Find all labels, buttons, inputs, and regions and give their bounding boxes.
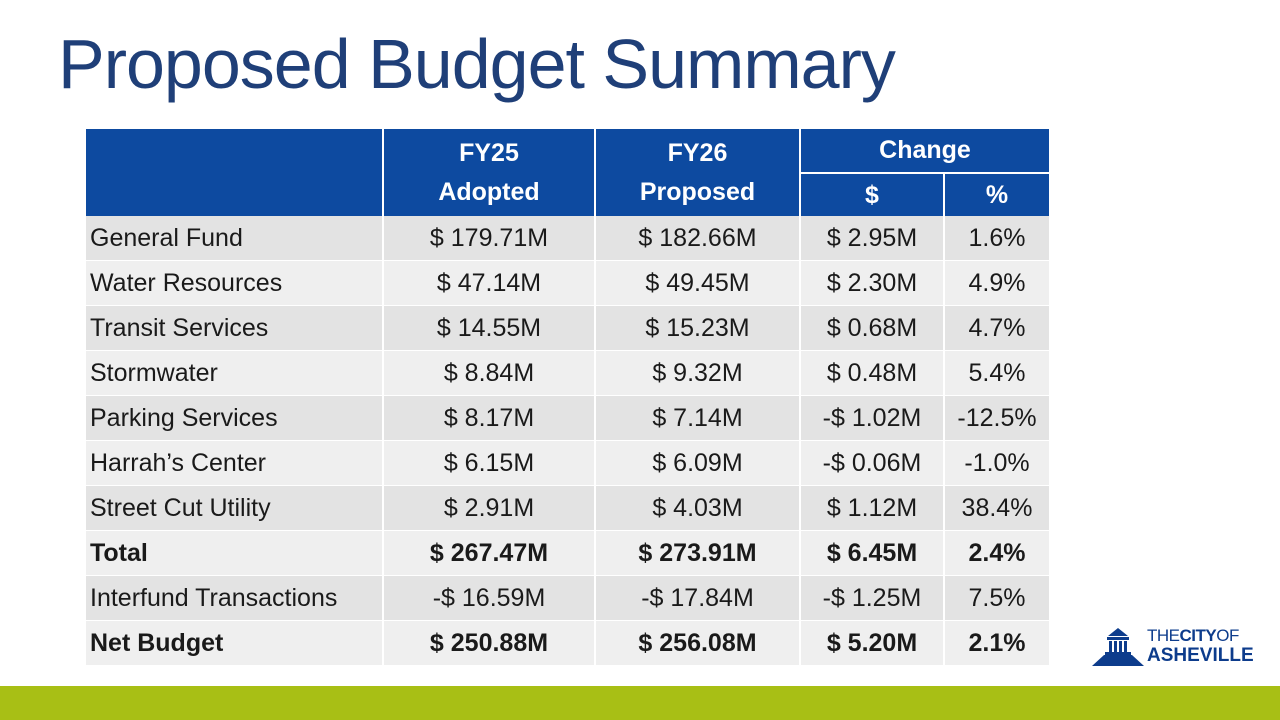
change-pct-value: 2.4% xyxy=(944,530,1049,576)
logo-of: OF xyxy=(1216,626,1239,645)
row-name: Transit Services xyxy=(86,305,384,351)
header-blank xyxy=(86,129,384,216)
row-name: Harrah’s Center xyxy=(86,440,384,486)
change-dollar-value: $ 2.95M xyxy=(800,216,945,261)
logo-city: CITY xyxy=(1179,626,1217,645)
fy26-value: $ 49.45M xyxy=(595,260,801,306)
budget-table: FY25 Adopted FY26 Proposed Change $ % Ge… xyxy=(86,129,1049,666)
row-name: Parking Services xyxy=(86,395,384,441)
header-fy25: FY25 Adopted xyxy=(383,129,596,216)
row-name: General Fund xyxy=(86,216,384,261)
table-row: Stormwater $ 8.84M $ 9.32M $ 0.48M 5.4% xyxy=(86,350,1049,396)
fy26-value: $ 256.08M xyxy=(595,620,801,666)
table-row: Transit Services $ 14.55M $ 15.23M $ 0.68M 4… xyxy=(86,305,1049,351)
table-row: Interfund Transactions -$ 16.59M -$ 17.84M… xyxy=(86,575,1049,621)
table-body: General Fund $ 179.71M $ 182.66M $ 2.95M 1.6… xyxy=(86,216,1049,666)
change-dollar-value: $ 2.30M xyxy=(800,260,945,306)
change-pct-value: -12.5% xyxy=(944,395,1049,441)
change-dollar-value: $ 0.48M xyxy=(800,350,945,396)
fy26-value: $ 182.66M xyxy=(595,216,801,261)
table-row: Harrah’s Center $ 6.15M $ 6.09M -$ 0.06M -1.… xyxy=(86,440,1049,486)
fy25-value: $ 47.14M xyxy=(383,260,596,306)
fy26-value: $ 9.32M xyxy=(595,350,801,396)
fy25-value: -$ 16.59M xyxy=(383,575,596,621)
fy25-value: $ 267.47M xyxy=(383,530,596,576)
header-fy25-line2: Adopted xyxy=(438,177,540,206)
header-fy26: FY26 Proposed xyxy=(595,129,801,216)
fy25-value: $ 8.17M xyxy=(383,395,596,441)
fy25-value: $ 2.91M xyxy=(383,485,596,531)
row-name: Stormwater xyxy=(86,350,384,396)
fy25-value: $ 179.71M xyxy=(383,216,596,261)
fy26-value: $ 15.23M xyxy=(595,305,801,351)
change-dollar-value: -$ 1.02M xyxy=(800,395,945,441)
change-dollar-value: -$ 1.25M xyxy=(800,575,945,621)
table-row: Water Resources $ 47.14M $ 49.45M $ 2.30M 4.… xyxy=(86,260,1049,306)
row-name: Water Resources xyxy=(86,260,384,306)
table-row: Parking Services $ 8.17M $ 7.14M -$ 1.02M -1… xyxy=(86,395,1049,441)
logo-the: THE xyxy=(1147,626,1180,645)
city-logo: THECITYOF ASHEVILLE xyxy=(1092,624,1254,670)
header-change: Change xyxy=(800,129,1049,173)
change-dollar-value: $ 5.20M xyxy=(800,620,945,666)
change-pct-value: 2.1% xyxy=(944,620,1049,666)
row-name: Net Budget xyxy=(86,620,384,666)
change-pct-value: 4.9% xyxy=(944,260,1049,306)
fy25-value: $ 250.88M xyxy=(383,620,596,666)
change-pct-value: -1.0% xyxy=(944,440,1049,486)
table-row: Street Cut Utility $ 2.91M $ 4.03M $ 1.12M 3… xyxy=(86,485,1049,531)
change-pct-value: 5.4% xyxy=(944,350,1049,396)
change-pct-value: 4.7% xyxy=(944,305,1049,351)
change-pct-value: 1.6% xyxy=(944,216,1049,261)
fy26-value: $ 4.03M xyxy=(595,485,801,531)
logo-text-top: THECITYOF xyxy=(1147,627,1239,644)
fy25-value: $ 8.84M xyxy=(383,350,596,396)
fy25-value: $ 6.15M xyxy=(383,440,596,486)
change-dollar-value: -$ 0.06M xyxy=(800,440,945,486)
change-dollar-value: $ 0.68M xyxy=(800,305,945,351)
header-fy25-line1: FY25 xyxy=(459,138,519,167)
header-change-dollar: $ xyxy=(800,172,945,216)
change-dollar-value: $ 6.45M xyxy=(800,530,945,576)
footer-bar xyxy=(0,686,1280,720)
fy26-value: $ 273.91M xyxy=(595,530,801,576)
fy26-value: $ 7.14M xyxy=(595,395,801,441)
fy26-value: -$ 17.84M xyxy=(595,575,801,621)
logo-text-bottom: ASHEVILLE xyxy=(1147,645,1254,666)
table-row: Total $ 267.47M $ 273.91M $ 6.45M 2.4% xyxy=(86,530,1049,576)
header-change-pct: % xyxy=(944,172,1049,216)
table-row: General Fund $ 179.71M $ 182.66M $ 2.95M 1.6… xyxy=(86,216,1049,261)
table-row: Net Budget $ 250.88M $ 256.08M $ 5.20M 2.1% xyxy=(86,620,1049,666)
row-name: Total xyxy=(86,530,384,576)
row-name: Interfund Transactions xyxy=(86,575,384,621)
fy25-value: $ 14.55M xyxy=(383,305,596,351)
change-pct-value: 7.5% xyxy=(944,575,1049,621)
change-dollar-value: $ 1.12M xyxy=(800,485,945,531)
table-header: FY25 Adopted FY26 Proposed Change $ % xyxy=(86,129,1049,216)
fy26-value: $ 6.09M xyxy=(595,440,801,486)
page-title: Proposed Budget Summary xyxy=(58,25,896,103)
header-fy26-line1: FY26 xyxy=(667,138,728,167)
row-name: Street Cut Utility xyxy=(86,485,384,531)
city-hall-icon xyxy=(1092,628,1144,666)
header-fy26-line2: Proposed xyxy=(639,177,756,206)
change-pct-value: 38.4% xyxy=(944,485,1049,531)
